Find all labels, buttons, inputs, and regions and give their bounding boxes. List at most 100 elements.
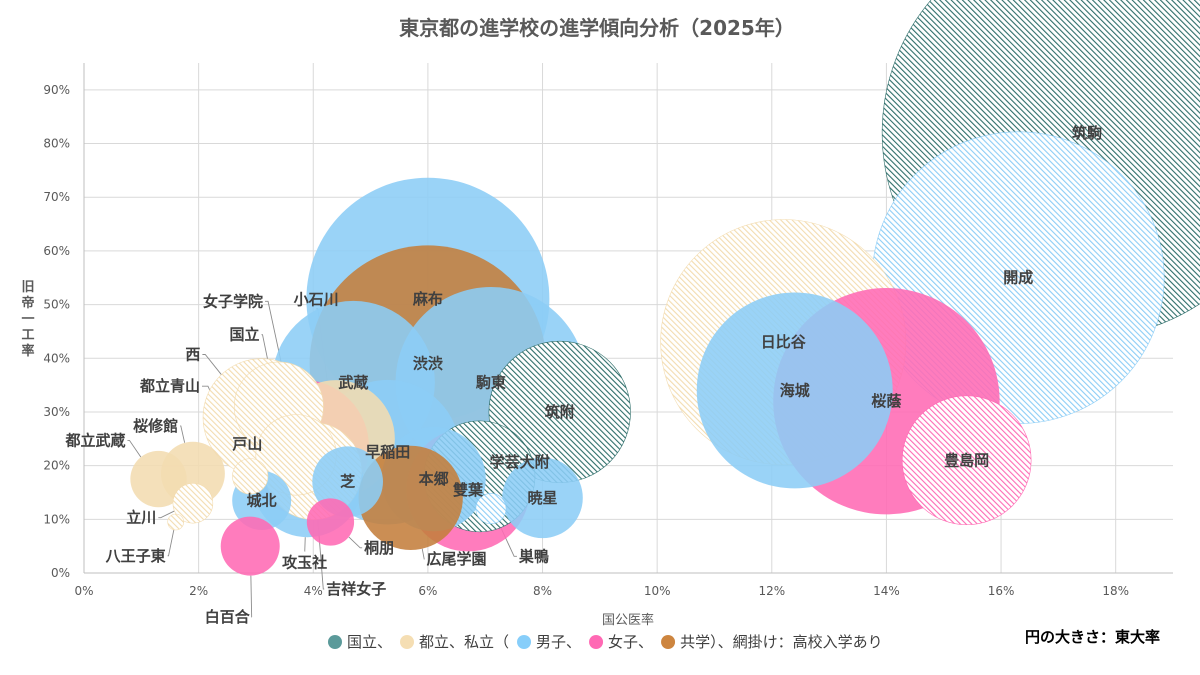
bubble-立川 bbox=[172, 482, 214, 524]
callout-label-八王子東: 八王子東 bbox=[105, 547, 166, 565]
y-tick-label: 30% bbox=[43, 405, 70, 419]
y-tick-label: 90% bbox=[43, 83, 70, 97]
x-tick-label: 2% bbox=[189, 584, 208, 598]
bubble-label-芝: 芝 bbox=[340, 473, 355, 491]
leader-line-西 bbox=[202, 354, 222, 375]
bubble-label-渋渋: 渋渋 bbox=[413, 355, 443, 373]
callout-label-戸山: 戸山 bbox=[232, 435, 262, 453]
callout-label-都立青山: 都立青山 bbox=[139, 377, 200, 395]
bubble-label-雙葉: 雙葉 bbox=[453, 481, 484, 499]
bubble-八王子東 bbox=[167, 513, 185, 531]
bubble-都立青山 bbox=[232, 458, 269, 495]
callout-label-小石川: 小石川 bbox=[294, 291, 339, 309]
y-tick-label: 0% bbox=[51, 566, 70, 580]
bubble-巣鴨 bbox=[475, 493, 507, 525]
y-axis-label-char: 一 bbox=[21, 312, 34, 327]
bubble-label-本郷: 本郷 bbox=[419, 470, 449, 488]
bubble-label-武蔵: 武蔵 bbox=[338, 373, 368, 391]
y-axis-label-char: 帝 bbox=[21, 295, 34, 311]
bubble-暁星 bbox=[502, 457, 583, 539]
x-tick-label: 16% bbox=[988, 584, 1015, 598]
bubbles bbox=[130, 0, 1200, 576]
y-tick-label: 60% bbox=[43, 244, 70, 258]
bubble-白百合 bbox=[220, 516, 280, 576]
x-tick-label: 0% bbox=[74, 584, 93, 598]
chart-title: 東京都の進学校の進学傾向分析（2025年） bbox=[399, 16, 795, 40]
x-tick-label: 10% bbox=[644, 584, 671, 598]
size-note: 円の大きさ：東大率 bbox=[1025, 628, 1160, 646]
callout-label-吉祥女子: 吉祥女子 bbox=[326, 580, 386, 598]
x-tick-label: 14% bbox=[873, 584, 900, 598]
callout-label-巣鴨: 巣鴨 bbox=[518, 547, 549, 565]
leader-line-都立武蔵 bbox=[127, 439, 142, 458]
callout-label-立川: 立川 bbox=[126, 509, 156, 527]
bubble-label-桜蔭: 桜蔭 bbox=[871, 392, 902, 410]
bubble-label-豊島岡: 豊島岡 bbox=[944, 451, 989, 469]
x-axis-ticks: 0% 2% 4% 6% 8% 10% 12% 14% 16% 18% bbox=[74, 584, 1129, 598]
bubble-広尾学園 bbox=[358, 445, 463, 550]
leader-line-立川 bbox=[158, 510, 175, 519]
bubble-label-海城: 海城 bbox=[780, 381, 810, 399]
callout-label-西: 西 bbox=[185, 346, 200, 364]
legend-marker bbox=[661, 635, 676, 649]
x-axis-label: 国公医率 bbox=[602, 612, 654, 628]
leader-line-桐朋 bbox=[348, 536, 363, 549]
leader-line-桜修館 bbox=[180, 425, 186, 443]
x-tick-label: 4% bbox=[304, 584, 323, 598]
legend-label: 男子、 bbox=[536, 633, 581, 651]
legend: 国立、 都立、私立（ 男子、 女子、 共学）、網掛け：高校入学あり bbox=[328, 633, 883, 651]
bubble-豊島岡 bbox=[901, 395, 1032, 526]
bubble-都立武蔵 bbox=[130, 450, 187, 508]
legend-marker bbox=[517, 635, 532, 649]
axes bbox=[83, 63, 1173, 574]
leader-line-白百合 bbox=[250, 575, 253, 618]
bubble-label-城北: 城北 bbox=[247, 492, 277, 510]
leader-line-広尾学園 bbox=[421, 548, 425, 560]
y-tick-label: 70% bbox=[43, 190, 70, 204]
callout-label-桐朋: 桐朋 bbox=[364, 539, 394, 557]
bubble-label-開成: 開成 bbox=[1003, 269, 1033, 287]
y-tick-label: 20% bbox=[43, 459, 70, 473]
callout-label-攻玉社: 攻玉社 bbox=[282, 553, 327, 571]
bubble-label-筑附: 筑附 bbox=[544, 403, 575, 421]
legend-label: 共学）、網掛け：高校入学あり bbox=[680, 633, 883, 651]
leader-line-攻玉社 bbox=[304, 537, 306, 552]
callout-label-女子学院: 女子学院 bbox=[203, 292, 263, 310]
y-axis-label-char: 工 bbox=[21, 328, 34, 343]
legend-label: 女子、 bbox=[608, 633, 653, 651]
bubble-label-早稲田: 早稲田 bbox=[365, 443, 410, 461]
bubble-海城 bbox=[696, 292, 893, 489]
y-axis-label-char: 旧 bbox=[21, 280, 34, 295]
y-axis-label-char: 率 bbox=[21, 343, 34, 359]
legend-label: 都立、私立（ bbox=[419, 633, 509, 651]
y-tick-label: 10% bbox=[43, 512, 70, 526]
y-tick-label: 80% bbox=[43, 137, 70, 151]
bubble-label-駒東: 駒東 bbox=[476, 373, 506, 391]
callout-label-桜修館: 桜修館 bbox=[133, 417, 178, 435]
x-tick-label: 12% bbox=[758, 584, 785, 598]
legend-marker bbox=[589, 635, 604, 649]
callout-label-白百合: 白百合 bbox=[205, 608, 251, 626]
callout-label-広尾学園: 広尾学園 bbox=[427, 550, 487, 568]
y-tick-label: 40% bbox=[43, 351, 70, 365]
x-tick-label: 8% bbox=[533, 584, 552, 598]
bubble-桐朋 bbox=[306, 498, 355, 546]
bubble-label-日比谷: 日比谷 bbox=[761, 333, 807, 351]
bubble-label-麻布: 麻布 bbox=[412, 290, 443, 308]
callout-label-学芸大附: 学芸大附 bbox=[490, 453, 550, 471]
callout-label-都立武蔵: 都立武蔵 bbox=[64, 431, 125, 449]
leader-line-八王子東 bbox=[167, 529, 175, 557]
legend-label: 国立、 bbox=[347, 633, 392, 651]
bubble-label-暁星: 暁星 bbox=[528, 489, 558, 507]
callout-label-国立: 国立 bbox=[229, 326, 259, 344]
y-tick-label: 50% bbox=[43, 298, 70, 312]
x-tick-label: 18% bbox=[1102, 584, 1129, 598]
y-axis-ticks: 0% 10% 20% 30% 40% 50% 60% 70% 80% 90% bbox=[43, 83, 70, 580]
bubble-label-筑駒: 筑駒 bbox=[1071, 124, 1102, 142]
legend-marker bbox=[328, 635, 342, 649]
legend-marker bbox=[400, 635, 415, 649]
leader-line-国立 bbox=[261, 334, 269, 364]
